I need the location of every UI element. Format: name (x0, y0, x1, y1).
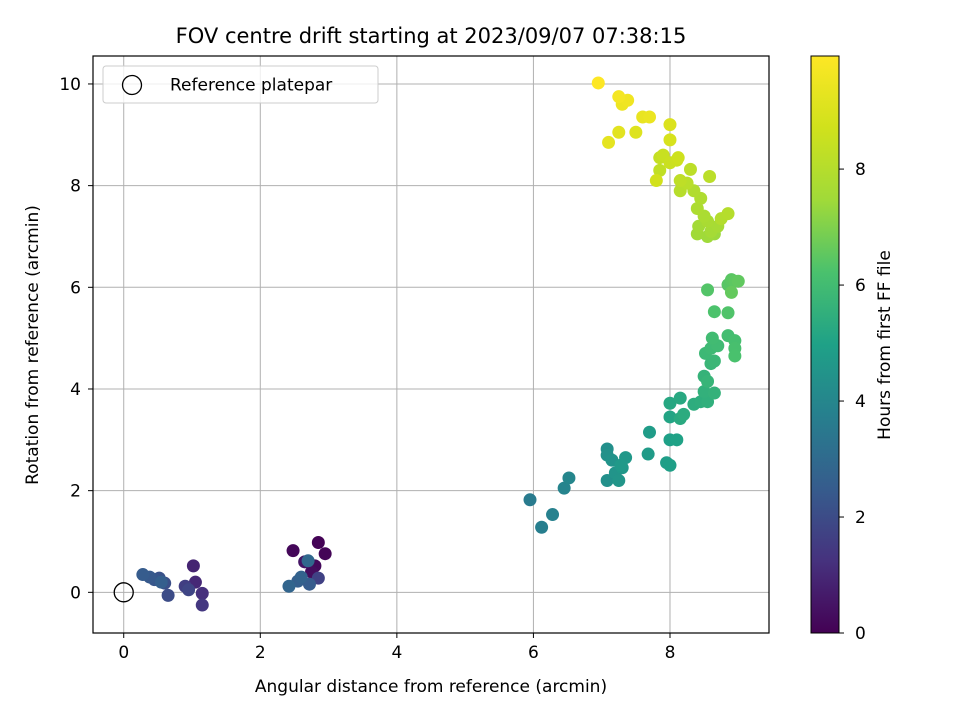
data-point (728, 349, 742, 363)
data-point (707, 305, 721, 319)
data-point (707, 386, 721, 400)
data-point (311, 536, 325, 550)
data-point (663, 410, 677, 424)
data-point (186, 559, 200, 573)
colorbar-tick-label: 6 (855, 276, 866, 296)
x-axis-ticks: 0 2 4 6 8 (118, 633, 675, 663)
data-point (703, 169, 717, 183)
colorbar-label: Hours from first FF file (875, 250, 895, 440)
data-point (602, 135, 616, 149)
colorbar-ticks: 0 2 4 6 8 (839, 160, 866, 644)
data-point (136, 568, 150, 582)
data-point (663, 458, 677, 472)
colorbar-tick-label: 4 (855, 392, 866, 412)
x-axis-label: Angular distance from reference (arcmin) (255, 677, 607, 697)
data-point (673, 174, 687, 188)
data-point (546, 508, 560, 522)
data-point (701, 283, 715, 297)
data-point (318, 547, 332, 561)
y-tick-label: 4 (70, 380, 81, 400)
reference-platepar-marker (113, 582, 134, 603)
y-tick-label: 0 (70, 583, 81, 603)
x-tick-label: 0 (118, 643, 129, 663)
data-point (683, 162, 697, 176)
data-point (670, 433, 684, 447)
data-point (707, 354, 721, 368)
data-point (643, 110, 657, 124)
data-point (294, 570, 308, 584)
y-tick-label: 6 (70, 278, 81, 298)
data-point (612, 125, 626, 139)
data-point (721, 306, 735, 320)
data-point (701, 374, 715, 388)
x-tick-label: 8 (665, 643, 676, 663)
y-axis-ticks: 0 2 4 6 8 10 (59, 75, 93, 603)
data-point (562, 471, 576, 485)
colorbar-tick-label: 0 (855, 624, 866, 644)
data-point (195, 598, 209, 612)
y-tick-label: 2 (70, 482, 81, 502)
data-point (591, 76, 605, 90)
data-point (663, 118, 677, 132)
data-point (286, 544, 300, 558)
legend: Reference platepar (102, 65, 379, 104)
data-point (697, 385, 711, 399)
legend-label: Reference platepar (170, 76, 332, 96)
x-tick-label: 2 (255, 643, 266, 663)
x-tick-label: 6 (528, 643, 539, 663)
data-point (671, 151, 685, 165)
data-point (535, 520, 549, 534)
data-point (301, 554, 315, 568)
data-point (663, 133, 677, 147)
plot-frame (92, 55, 770, 634)
data-point (195, 586, 209, 600)
data-point (724, 285, 738, 299)
data-point (653, 163, 667, 177)
data-point (523, 493, 537, 507)
data-point (612, 473, 626, 487)
colorbar-tick-label: 8 (855, 160, 866, 180)
data-point (643, 425, 657, 439)
data-point (690, 202, 704, 216)
data-point (641, 447, 655, 461)
data-point (673, 391, 687, 405)
legend-marker-icon (121, 74, 143, 96)
data-point (282, 579, 296, 593)
data-points (113, 76, 745, 612)
x-tick-label: 4 (391, 643, 402, 663)
colorbar-tick-label: 2 (855, 508, 866, 528)
data-point (721, 207, 735, 221)
data-point (154, 575, 168, 589)
data-point (161, 588, 175, 602)
data-point (557, 481, 571, 495)
data-point (629, 125, 643, 139)
y-axis-label: Rotation from reference (arcmin) (23, 205, 43, 485)
colorbar (810, 55, 840, 634)
data-point (612, 90, 626, 104)
data-point (705, 331, 719, 345)
data-point (182, 583, 196, 597)
y-tick-label: 10 (59, 75, 81, 95)
data-point (649, 174, 663, 188)
y-tick-label: 8 (70, 177, 81, 197)
legend-box (102, 65, 379, 104)
data-point (677, 407, 691, 421)
data-point (614, 458, 628, 472)
data-point (663, 396, 677, 410)
data-point (600, 473, 614, 487)
data-point (731, 274, 745, 288)
chart-title: FOV centre drift starting at 2023/09/07 … (176, 24, 687, 48)
